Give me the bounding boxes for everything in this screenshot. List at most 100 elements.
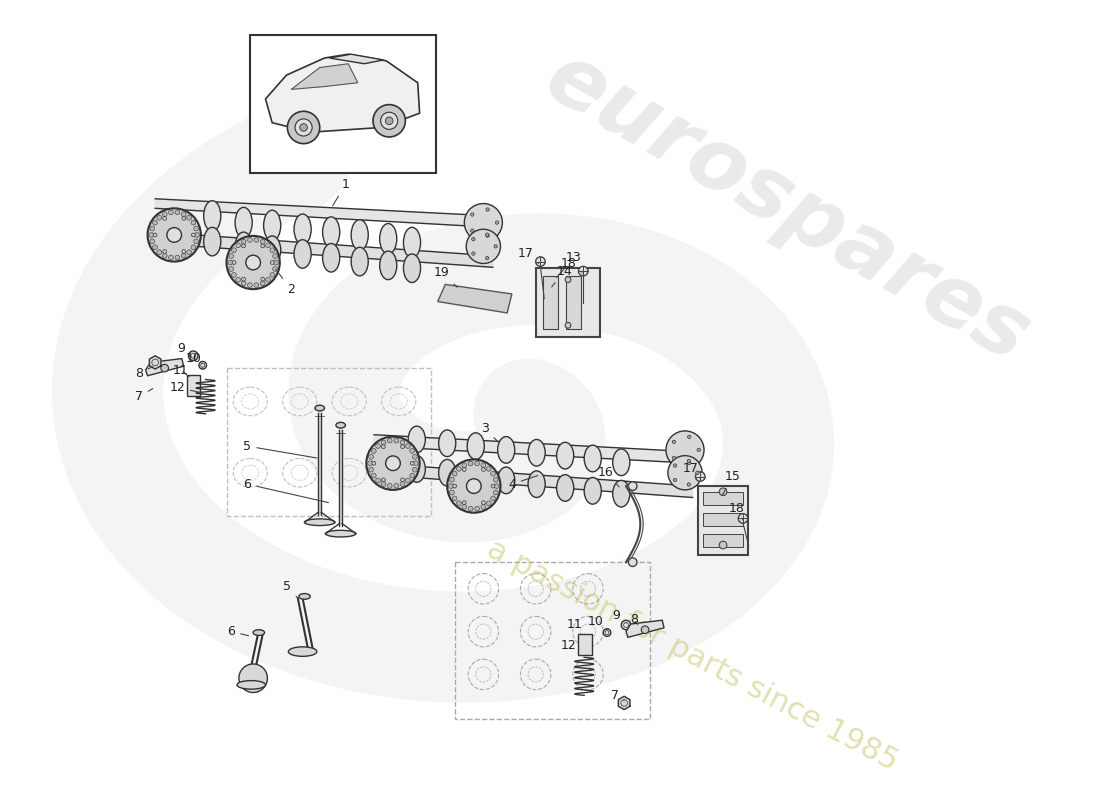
Ellipse shape [264,236,280,265]
Ellipse shape [379,251,397,280]
Ellipse shape [394,483,398,488]
Ellipse shape [466,478,481,494]
Ellipse shape [182,250,186,254]
Ellipse shape [271,261,274,265]
Ellipse shape [673,464,676,467]
Text: 17: 17 [683,462,701,478]
Ellipse shape [469,506,473,511]
Ellipse shape [153,245,157,250]
Ellipse shape [688,462,691,465]
Ellipse shape [191,220,196,225]
Text: 10: 10 [185,352,202,368]
Ellipse shape [565,277,571,282]
Ellipse shape [410,462,414,465]
Ellipse shape [414,461,418,466]
Ellipse shape [605,630,609,634]
Ellipse shape [448,459,501,513]
Ellipse shape [472,238,475,241]
Ellipse shape [194,239,198,244]
Ellipse shape [688,435,691,438]
Ellipse shape [410,474,415,478]
Ellipse shape [482,467,485,471]
Polygon shape [150,356,161,369]
Bar [536,268,601,337]
Text: 6: 6 [228,625,249,638]
Ellipse shape [232,248,236,253]
Ellipse shape [305,519,336,526]
Ellipse shape [697,448,701,451]
Ellipse shape [497,437,515,463]
Ellipse shape [673,478,676,482]
Ellipse shape [201,363,205,367]
Ellipse shape [494,490,498,495]
Text: eurospares: eurospares [531,36,1044,380]
Ellipse shape [300,124,307,131]
Ellipse shape [163,250,166,254]
Ellipse shape [229,254,233,258]
Text: 6: 6 [243,478,329,502]
Ellipse shape [175,255,179,260]
Ellipse shape [379,223,397,254]
Text: 11: 11 [566,618,584,634]
Ellipse shape [322,217,340,247]
Ellipse shape [253,630,265,635]
Ellipse shape [190,354,196,358]
Ellipse shape [494,484,499,489]
Ellipse shape [150,226,155,231]
Ellipse shape [266,278,271,282]
Ellipse shape [372,474,376,478]
Ellipse shape [641,626,649,634]
Text: 2: 2 [276,270,295,296]
Ellipse shape [450,490,454,495]
Ellipse shape [273,266,277,271]
Ellipse shape [408,456,426,482]
Text: 7: 7 [610,689,624,702]
Ellipse shape [187,215,191,220]
Ellipse shape [603,629,611,636]
Ellipse shape [528,471,546,498]
Text: 5: 5 [284,581,298,598]
Ellipse shape [248,282,252,287]
Ellipse shape [376,478,381,483]
Ellipse shape [472,252,475,255]
Ellipse shape [565,322,571,328]
Ellipse shape [557,442,574,469]
Ellipse shape [557,474,574,502]
Ellipse shape [157,215,162,220]
Ellipse shape [613,449,630,476]
Ellipse shape [261,244,265,248]
Ellipse shape [462,467,466,471]
Text: 11: 11 [173,363,189,377]
Ellipse shape [315,406,324,411]
Text: 15: 15 [723,470,740,495]
Ellipse shape [229,266,233,271]
Text: 8: 8 [135,366,153,380]
Ellipse shape [381,112,398,130]
Ellipse shape [168,210,174,214]
Ellipse shape [199,362,207,369]
Ellipse shape [366,437,419,490]
Bar [703,492,742,505]
Bar [187,374,200,396]
Ellipse shape [270,273,275,278]
Ellipse shape [266,243,271,248]
Ellipse shape [439,459,455,486]
Ellipse shape [719,488,727,495]
Ellipse shape [386,456,400,470]
Ellipse shape [628,482,637,490]
Ellipse shape [182,217,186,220]
Ellipse shape [153,220,157,225]
Bar [566,276,581,329]
Text: 18: 18 [728,502,745,520]
Ellipse shape [453,484,456,488]
Ellipse shape [235,243,241,248]
Ellipse shape [351,220,369,250]
Ellipse shape [241,239,246,244]
Ellipse shape [666,431,704,469]
Polygon shape [438,285,512,313]
Ellipse shape [584,445,602,472]
Ellipse shape [462,463,466,468]
Ellipse shape [227,236,279,289]
Ellipse shape [381,440,386,445]
Ellipse shape [261,278,265,281]
